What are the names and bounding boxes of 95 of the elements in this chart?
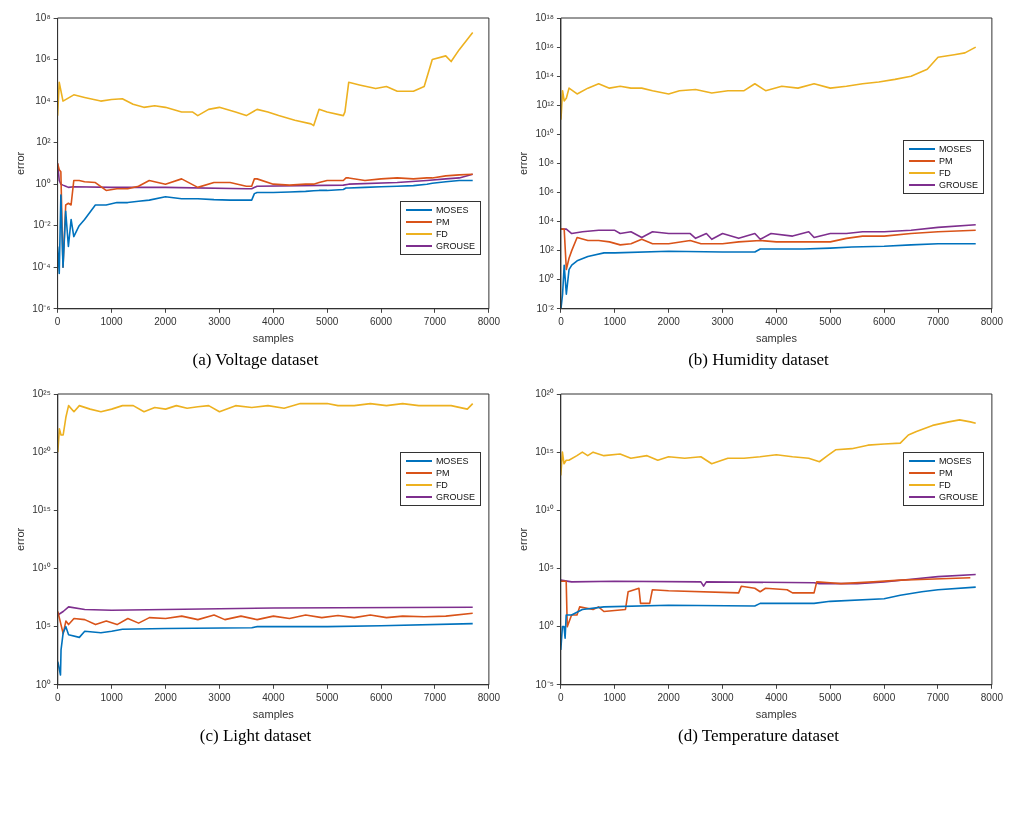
x-tick-label: 0 bbox=[55, 691, 62, 703]
legend-label: MOSES bbox=[938, 143, 972, 156]
legend-label: FD bbox=[435, 228, 448, 241]
x-tick-label: 0 bbox=[558, 315, 565, 327]
x-tick-label: 1000 bbox=[100, 691, 124, 703]
y-tick-label: 10¹⁵ bbox=[535, 445, 554, 457]
x-tick-label: 1000 bbox=[603, 691, 627, 703]
x-tick-label: 4000 bbox=[765, 691, 788, 703]
y-tick-label: 10¹⁵ bbox=[32, 504, 51, 516]
y-tick-label: 10⁴ bbox=[35, 94, 51, 106]
text: (d) Temperature dataset bbox=[677, 726, 840, 746]
x-axis-title: samples bbox=[252, 332, 295, 345]
x-tick-label: 7000 bbox=[423, 691, 447, 703]
legend-label: PM bbox=[938, 467, 953, 480]
x-tick-label: 7000 bbox=[926, 691, 950, 703]
x-axis-title: samples bbox=[252, 708, 295, 721]
legend-label: FD bbox=[938, 479, 951, 492]
y-tick-label: 10⁰ bbox=[35, 177, 51, 189]
y-tick-label: 10¹⁴ bbox=[535, 69, 554, 81]
legend-label: MOSES bbox=[435, 204, 469, 217]
x-tick-label: 3000 bbox=[711, 691, 735, 703]
x-tick-label: 4000 bbox=[262, 315, 285, 327]
legend-label: GROUSE bbox=[435, 240, 475, 253]
legend-label: PM bbox=[435, 467, 450, 480]
legend-label: MOSES bbox=[435, 455, 469, 468]
x-tick-label: 2000 bbox=[657, 691, 681, 703]
y-tick-label: 10⁴ bbox=[538, 215, 554, 227]
x-tick-label: 5000 bbox=[316, 315, 339, 327]
y-tick-label: 10⁵ bbox=[35, 620, 51, 632]
x-tick-label: 2000 bbox=[154, 315, 177, 327]
x-tick-label: 7000 bbox=[926, 315, 950, 327]
x-tick-label: 4000 bbox=[262, 691, 285, 703]
y-tick-label: 10¹² bbox=[536, 98, 555, 110]
x-tick-label: 7000 bbox=[423, 315, 447, 327]
y-tick-label: 10¹⁶ bbox=[535, 40, 554, 52]
x-tick-label: 6000 bbox=[872, 691, 896, 703]
y-axis-title: error bbox=[516, 527, 529, 552]
x-tick-label: 3000 bbox=[208, 691, 232, 703]
y-tick-label: 10²⁵ bbox=[32, 387, 51, 399]
y-tick-label: 10⁸ bbox=[538, 157, 554, 169]
y-axis-title: error bbox=[13, 151, 26, 176]
y-tick-label: 10⁻⁵ bbox=[535, 678, 554, 690]
y-tick-label: 10²⁰ bbox=[535, 387, 554, 399]
legend-label: GROUSE bbox=[435, 491, 475, 504]
y-tick-label: 10²⁰ bbox=[32, 445, 51, 457]
y-tick-label: 10⁰ bbox=[538, 620, 554, 632]
x-tick-label: 8000 bbox=[980, 315, 1004, 327]
x-tick-label: 8000 bbox=[477, 691, 501, 703]
x-tick-label: 5000 bbox=[819, 691, 842, 703]
x-tick-label: 8000 bbox=[477, 315, 501, 327]
y-tick-label: 10⁰ bbox=[35, 678, 51, 690]
y-tick-label: 10⁶ bbox=[538, 186, 554, 198]
legend-label: MOSES bbox=[938, 455, 972, 468]
y-axis-title: error bbox=[516, 151, 529, 176]
y-tick-label: 10² bbox=[36, 136, 52, 148]
text: (a) Voltage dataset bbox=[191, 350, 320, 370]
legend-label: GROUSE bbox=[938, 491, 978, 504]
y-tick-label: 10¹⁸ bbox=[535, 11, 554, 23]
y-axis-title: error bbox=[13, 527, 26, 552]
x-tick-label: 2000 bbox=[154, 691, 178, 703]
legend-label: PM bbox=[435, 216, 450, 229]
x-tick-label: 3000 bbox=[711, 315, 735, 327]
legend-label: PM bbox=[938, 155, 953, 168]
x-tick-label: 1000 bbox=[100, 315, 124, 327]
x-tick-label: 5000 bbox=[316, 691, 339, 703]
y-tick-label: 10² bbox=[539, 244, 555, 256]
x-tick-label: 6000 bbox=[873, 315, 896, 327]
y-tick-label: 10⁰ bbox=[538, 273, 554, 285]
y-tick-label: 10⁵ bbox=[538, 562, 554, 574]
x-tick-label: 2000 bbox=[657, 315, 681, 327]
x-tick-label: 5000 bbox=[819, 315, 842, 327]
legend-label: GROUSE bbox=[938, 179, 978, 192]
x-axis-title: samples bbox=[755, 332, 798, 345]
y-tick-label: 10⁻² bbox=[536, 302, 555, 314]
x-tick-label: 6000 bbox=[369, 691, 393, 703]
x-axis-title: samples bbox=[755, 708, 798, 721]
y-tick-label: 10⁻² bbox=[33, 219, 52, 231]
text: (c) Light dataset bbox=[198, 726, 313, 746]
x-tick-label: 1000 bbox=[603, 315, 627, 327]
x-tick-label: 8000 bbox=[980, 691, 1004, 703]
y-tick-label: 10⁸ bbox=[35, 11, 51, 23]
x-tick-label: 0 bbox=[558, 691, 565, 703]
text: (b) Humidity dataset bbox=[687, 350, 830, 370]
y-tick-label: 10⁻⁴ bbox=[32, 261, 51, 273]
y-tick-label: 10¹⁰ bbox=[535, 128, 554, 140]
x-tick-label: 4000 bbox=[765, 315, 788, 327]
x-tick-label: 3000 bbox=[208, 315, 231, 327]
y-tick-label: 10¹⁰ bbox=[535, 504, 554, 516]
y-tick-label: 10⁻⁶ bbox=[32, 302, 51, 314]
legend-label: FD bbox=[938, 167, 951, 180]
x-tick-label: 6000 bbox=[369, 315, 393, 327]
y-tick-label: 10⁶ bbox=[35, 53, 51, 65]
legend-label: FD bbox=[435, 479, 448, 492]
y-tick-label: 10¹⁰ bbox=[32, 562, 51, 574]
x-tick-label: 0 bbox=[54, 315, 61, 327]
